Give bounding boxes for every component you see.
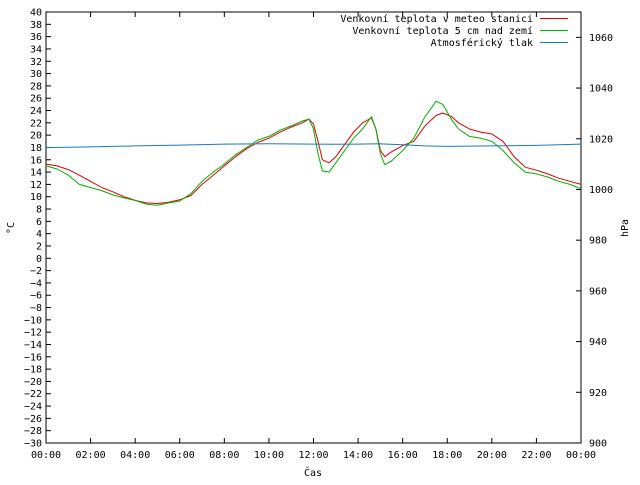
x-tick-label: 20:00: [477, 450, 507, 461]
y-right-tick-label: 940: [589, 337, 607, 348]
x-tick-label: 00:00: [31, 450, 61, 461]
x-tick-label: 18:00: [432, 450, 462, 461]
plot-border: [45, 11, 582, 444]
y-left-tick-label: 34: [30, 44, 42, 55]
y-left-tick-label: 24: [30, 106, 42, 117]
y-right-axis-ticks: 1060 1040 1020 1000 980 960 940 920 900: [576, 33, 613, 450]
y-left-tick-label: −14: [24, 340, 42, 351]
y-left-tick-label: −12: [24, 328, 42, 339]
y-left-tick-label: −28: [24, 426, 42, 437]
y-left-tick-label: −18: [24, 365, 42, 376]
y-right-axis-label: hPa: [620, 219, 631, 237]
y-left-tick-label: −2: [30, 266, 42, 277]
y-left-tick-label: −4: [30, 278, 42, 289]
legend: Venkovní teplota v meteo staniciVenkovní…: [340, 13, 568, 49]
y-left-tick-label: 14: [30, 168, 42, 179]
x-tick-label: 12:00: [298, 450, 328, 461]
y-left-tick-label: 8: [36, 205, 42, 216]
y-left-tick-label: −10: [24, 315, 42, 326]
x-tick-label: 14:00: [343, 450, 373, 461]
y-right-tick-label: 1060: [589, 33, 613, 44]
y-left-tick-label: 22: [30, 118, 42, 129]
y-right-tick-label: 960: [589, 286, 607, 297]
x-tick-label: 08:00: [209, 450, 239, 461]
y-left-tick-label: −20: [24, 377, 42, 388]
y-left-tick-label: −24: [24, 402, 42, 413]
legend-label-2: Venkovní teplota 5 cm nad zemí: [352, 25, 533, 37]
y-left-tick-label: −8: [30, 303, 42, 314]
y-left-tick-label: 26: [30, 94, 42, 105]
x-axis-ticks: 00:00 02:00 04:00 06:00 08:00 10:00 12:00 14:00…: [31, 12, 596, 461]
y-right-tick-label: 920: [589, 388, 607, 399]
x-tick-label: 04:00: [120, 450, 150, 461]
y-left-tick-label: 4: [36, 229, 42, 240]
y-left-tick-label: 32: [30, 57, 42, 68]
x-tick-label: 00:00: [566, 450, 596, 461]
y-left-tick-label: 0: [36, 254, 42, 265]
y-left-tick-label: 10: [30, 192, 42, 203]
series-line-3: [45, 143, 582, 149]
x-tick-label: 10:00: [254, 450, 284, 461]
y-left-tick-label: −22: [24, 389, 42, 400]
x-axis-label: Čas: [304, 466, 322, 479]
y-left-tick-label: 28: [30, 81, 42, 92]
series-line-1: [45, 112, 582, 204]
x-tick-label: 02:00: [76, 450, 106, 461]
y-left-tick-label: 36: [30, 32, 42, 43]
y-left-tick-label: 40: [30, 8, 42, 19]
legend-label-1: Venkovní teplota v meteo stanici: [340, 13, 533, 25]
y-left-tick-label: −26: [24, 414, 42, 425]
y-left-tick-label: 6: [36, 217, 42, 228]
y-left-tick-label: −16: [24, 352, 42, 363]
y-right-tick-label: 900: [589, 439, 607, 450]
y-left-tick-label: −30: [24, 439, 42, 450]
y-left-tick-label: 38: [30, 20, 42, 31]
x-tick-label: 22:00: [521, 450, 551, 461]
y-left-tick-label: −6: [30, 291, 42, 302]
y-left-tick-label: 18: [30, 143, 42, 154]
y-left-tick-label: 30: [30, 69, 42, 80]
x-tick-label: 16:00: [388, 450, 418, 461]
y-right-tick-label: 980: [589, 236, 607, 247]
y-left-tick-label: 16: [30, 155, 42, 166]
plot-frame: [45, 11, 582, 444]
y-right-tick-label: 1040: [589, 84, 613, 95]
y-left-tick-label: 2: [36, 241, 42, 252]
y-right-tick-label: 1000: [589, 185, 613, 196]
y-left-tick-label: 12: [30, 180, 42, 191]
series-lines: [45, 100, 582, 206]
series-line-2: [45, 100, 582, 206]
y-left-tick-label: 20: [30, 131, 42, 142]
y-left-axis-ticks: 4038363432302826242220181614121086420−2−…: [24, 8, 51, 450]
legend-label-3: Atmosférický tlak: [431, 37, 533, 49]
y-left-axis-label: °C: [6, 222, 17, 234]
x-tick-label: 06:00: [165, 450, 195, 461]
y-right-tick-label: 1020: [589, 134, 613, 145]
